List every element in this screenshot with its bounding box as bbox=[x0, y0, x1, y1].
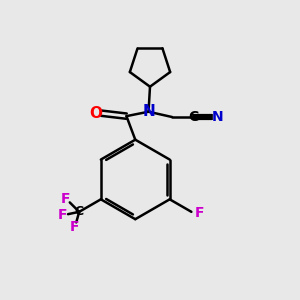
Text: N: N bbox=[142, 103, 155, 118]
Text: F: F bbox=[61, 193, 71, 206]
Text: F: F bbox=[58, 208, 68, 222]
Text: F: F bbox=[195, 206, 205, 220]
Text: N: N bbox=[212, 110, 223, 124]
Text: C: C bbox=[74, 205, 83, 218]
Text: O: O bbox=[90, 106, 103, 121]
Text: F: F bbox=[70, 220, 80, 234]
Text: C: C bbox=[189, 110, 199, 124]
